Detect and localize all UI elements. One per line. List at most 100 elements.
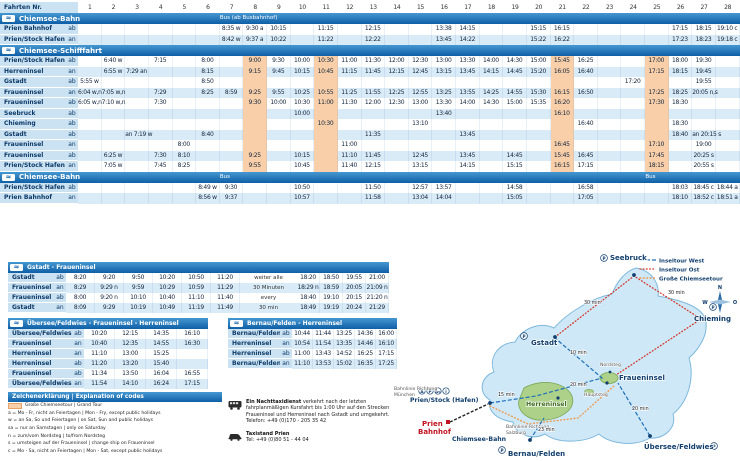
station-label: Fraueninsel	[0, 98, 66, 109]
time-cell: 7:45	[149, 161, 173, 172]
time-cell: 7:30	[149, 98, 173, 109]
time-cell	[78, 182, 102, 193]
svg-text:WC: WC	[435, 390, 441, 394]
legend-code-text: c = Mo - Sa, nicht an Feiertagen | Mon -…	[8, 448, 163, 454]
time-cell	[149, 77, 173, 88]
time-cell: 16:45	[574, 150, 598, 161]
time-cell	[78, 150, 102, 161]
time-cell: 13:20	[115, 359, 146, 369]
departure-arrival-label: an	[66, 193, 78, 204]
time-cell: 13:35	[334, 339, 355, 349]
duration-frauen-gstadt: 10 min	[570, 350, 587, 356]
time-cell: 12:15	[362, 24, 386, 35]
time-cell: 9:50	[124, 273, 153, 283]
station-label: Übersee/Feldwies	[8, 329, 72, 339]
time-cell	[598, 129, 622, 140]
time-cell	[480, 24, 504, 35]
time-cell	[480, 119, 504, 130]
timetable-row: Prien Bahnhof ab 8:35 w 9:30 a 10:15 11:15 12:…	[0, 24, 740, 35]
time-cell: 14:55	[146, 339, 177, 349]
time-cell	[267, 108, 291, 119]
duration-prien-herren: 15 min	[498, 392, 515, 398]
time-cell	[409, 34, 433, 45]
time-cell: 18:45 c	[692, 182, 716, 193]
time-cell: 17:15	[574, 161, 598, 172]
station-label: Prien/Stock Hafen	[0, 182, 66, 193]
time-cell	[669, 150, 693, 161]
time-cell	[480, 161, 504, 172]
time-cell	[78, 34, 102, 45]
departure-arrival-label: ab	[280, 349, 292, 359]
time-cell: 10:30	[291, 98, 315, 109]
chiemsee-bahn-line	[449, 403, 489, 423]
duration-gstadt-seebruck: 30 min	[584, 300, 601, 306]
time-cell	[149, 66, 173, 77]
time-cell: 10:29	[153, 283, 182, 293]
legend-code-text: sa = nur an Samstagen | only on Saturday	[8, 426, 106, 432]
fahrten-number: 20	[535, 4, 543, 11]
time-cell: 11:54	[313, 339, 334, 349]
time-cell: 8:35 w	[220, 24, 244, 35]
time-cell	[716, 87, 740, 98]
legend-code-line: c = Mo - Sa, nicht an Feiertagen | Mon -…	[8, 448, 222, 456]
time-cell: 16:30	[177, 339, 208, 349]
time-cell: 16:10	[376, 339, 397, 349]
time-cell	[598, 193, 622, 204]
departure-arrival-label: ab	[66, 77, 78, 88]
time-cell: 11:40	[338, 161, 362, 172]
parking-icon-stock	[426, 387, 434, 395]
timetable-row: Fraueninsel ab 6:25 w 7:30 8:10 9:25 10:15 11:1…	[0, 150, 740, 161]
departure-arrival-label: an	[72, 339, 84, 349]
time-cell	[480, 150, 504, 161]
time-cell: 9:55	[243, 161, 267, 172]
time-cell	[220, 161, 244, 172]
time-cell	[173, 182, 197, 193]
time-cell: 15:20	[527, 66, 551, 77]
time-cell	[173, 193, 197, 204]
time-cell: 12:35	[115, 339, 146, 349]
label-fraueninsel: Fraueninsel	[619, 374, 665, 382]
herreninsel-dot	[556, 396, 560, 400]
time-cell	[314, 161, 338, 172]
section-title: Bernau/Felden - Herreninsel	[247, 320, 343, 327]
time-cell: 10:30	[314, 119, 338, 130]
label-hauptsteg: Hauptsteg	[584, 392, 608, 398]
time-cell	[173, 77, 197, 88]
time-cell	[362, 77, 386, 88]
time-cell	[149, 108, 173, 119]
time-cell	[173, 87, 197, 98]
time-cell: 7:05 w,n	[102, 87, 126, 98]
time-cell	[716, 66, 740, 77]
time-cell: 11:50	[362, 182, 386, 193]
time-cell	[125, 87, 149, 98]
departure-arrival-label: ab	[66, 150, 78, 161]
gstadt-dot	[553, 335, 557, 339]
time-cell	[456, 193, 480, 204]
wc-icon	[434, 387, 442, 395]
time-cell: 15:40	[146, 359, 177, 369]
time-cell	[291, 24, 315, 35]
time-cell: 20:05 n,s	[692, 87, 718, 98]
time-cell: 13:45	[456, 150, 480, 161]
time-cell: 13:00	[432, 56, 456, 67]
time-cell	[385, 193, 409, 204]
legend-lines: Große Chiemseetour | Grand Tour a = Mo - …	[8, 402, 222, 455]
time-cell: 19:45	[692, 66, 716, 77]
time-cell: 10:15	[291, 150, 315, 161]
time-cell	[527, 161, 551, 172]
time-cell	[503, 119, 527, 130]
time-cell: 16:58	[574, 182, 598, 193]
time-cell: 15:35	[527, 98, 551, 109]
time-cell	[125, 119, 149, 130]
time-cell: 8:29	[66, 283, 95, 293]
time-cell	[480, 34, 504, 45]
time-cell	[550, 119, 575, 130]
label-bahnlinie-salzburg-2: Salzburg	[506, 430, 526, 436]
time-cell: 8:40	[196, 129, 220, 140]
time-cell: 16:20	[550, 98, 575, 109]
departure-arrival-label: ab	[66, 98, 78, 109]
time-cell: 15:15	[503, 161, 527, 172]
night-taxi-title: Ein Nachttaxidienst	[246, 399, 302, 405]
time-cell	[78, 56, 102, 67]
time-cell: 11:44	[313, 329, 334, 339]
